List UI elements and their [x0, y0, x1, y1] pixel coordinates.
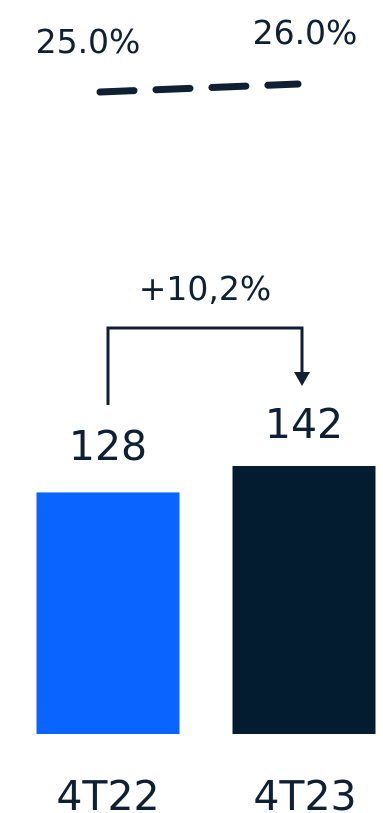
growth-arrowhead [294, 372, 310, 386]
category-label-0: 4T22 [56, 772, 159, 813]
growth-bracket [106, 326, 304, 405]
overlay-label-0: 25.0% [36, 22, 141, 61]
growth-label: +10,2% [139, 269, 271, 308]
bar-4t23 [232, 466, 376, 734]
category-label-1: 4T23 [253, 772, 356, 813]
bar-4t22 [36, 492, 180, 734]
overlay-label-1: 26.0% [253, 13, 358, 52]
overlay-dashed-line [96, 80, 302, 96]
bar-value-label-1: 142 [265, 400, 343, 448]
bar-value-label-0: 128 [69, 422, 147, 470]
